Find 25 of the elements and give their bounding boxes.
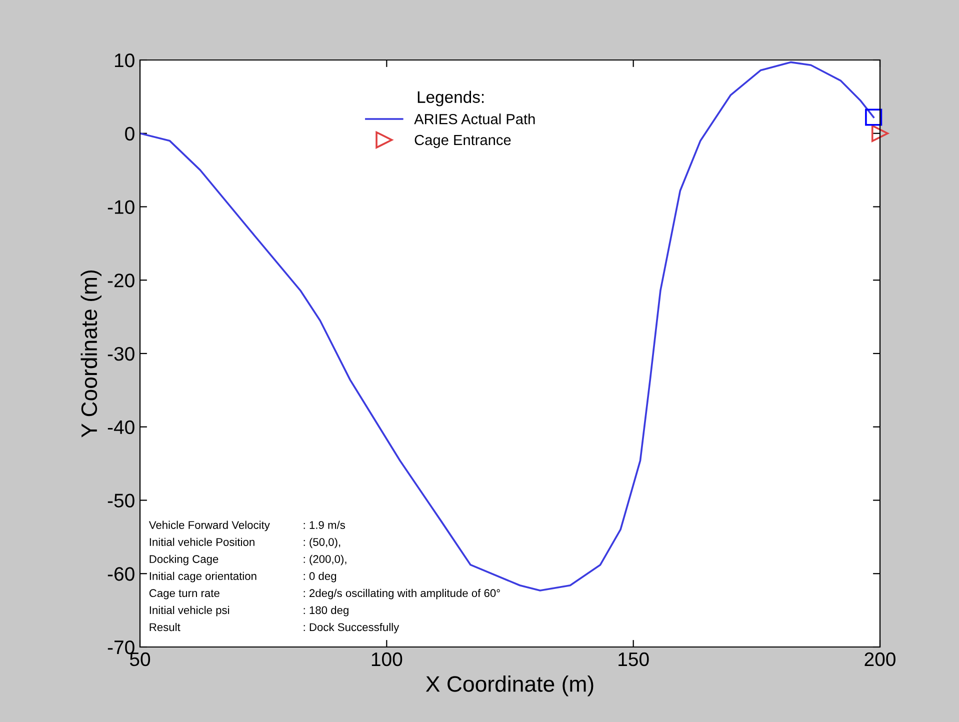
y-axis-title: Y Coordinate (m) <box>80 270 102 438</box>
text: Initial vehicle psi : 180 deg <box>150 606 348 616</box>
y-tick-label: 10 <box>114 53 134 68</box>
text: Vehicle Forward Velocity : 1.9 m/s <box>148 520 346 532</box>
y-tick-label: -20 <box>108 274 134 288</box>
x-axis-title: X Coordinate (m) <box>426 676 594 696</box>
y-tick-label: -40 <box>108 420 134 434</box>
y-tick-label: -10 <box>108 200 134 214</box>
legend-label: ARIES Actual Path <box>414 114 535 124</box>
y-tick-label: -60 <box>108 567 134 581</box>
text: Cage turn rate : 2deg/s oscillating with amplitude of 60° <box>149 588 500 600</box>
text: Initial vehicle Position : (50,0), <box>150 538 340 548</box>
x-tick-label: 100 <box>372 652 402 666</box>
legend-label: Cage Entrance <box>414 134 511 148</box>
y-tick-label: 0 <box>125 126 134 141</box>
x-tick-label: 50 <box>130 652 150 666</box>
text: Initial cage orientation : 0 deg <box>150 572 336 582</box>
text: Result : Dock Successfully <box>150 622 400 634</box>
y-tick-label: -50 <box>108 494 134 508</box>
legend-title: Legends: <box>418 90 484 106</box>
x-tick-label: 150 <box>618 652 649 666</box>
y-tick-label: -30 <box>108 346 134 361</box>
text: Docking Cage : (200,0), <box>150 554 346 566</box>
y-tick-label: -70 <box>108 640 134 654</box>
x-tick-label: 200 <box>864 652 896 666</box>
